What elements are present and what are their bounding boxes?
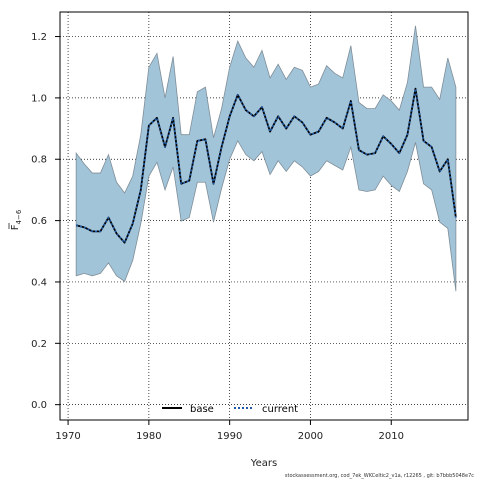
y-tick-label: 1.0: [31, 93, 47, 104]
x-axis-title: Years: [250, 458, 277, 469]
y-tick-label: 0.8: [31, 155, 47, 166]
y-tick-label: 0.0: [31, 400, 47, 411]
footer-credit: stockassessment.org, cod_7ek_WKCeltic2_v…: [284, 473, 474, 479]
y-tick-label: 0.6: [31, 216, 47, 227]
axes: 1970 1980 1990 2000 2010 0.0 0.2 0.4 0.6 0.8 1.0 1.…: [31, 11, 469, 442]
x-tick-label: 2010: [379, 431, 404, 442]
y-tick-label: 0.4: [31, 277, 47, 288]
y-axis-title: F4−6: [8, 209, 23, 230]
legend-current-label: current: [262, 404, 298, 415]
legend-base-label: base: [190, 404, 214, 415]
x-tick-label: 2000: [298, 431, 323, 442]
svg-text:F4−6: F4−6: [10, 209, 23, 230]
confidence-band: [75, 25, 457, 292]
series-line-current: [75, 87, 457, 244]
legend: base current: [162, 404, 298, 415]
y-tick-label: 0.2: [31, 339, 47, 350]
x-tick-label: 1990: [217, 431, 242, 442]
confidence-band-area: [75, 25, 457, 292]
series-lines: [75, 87, 457, 244]
plot-frame: [59, 11, 469, 421]
x-tick-label: 1980: [136, 431, 161, 442]
x-tick-label: 1970: [55, 431, 80, 442]
y-axis-title-subscript: 4−6: [15, 209, 23, 224]
y-tick-label: 1.2: [31, 32, 47, 43]
y-axis-title-main: F: [10, 224, 21, 230]
